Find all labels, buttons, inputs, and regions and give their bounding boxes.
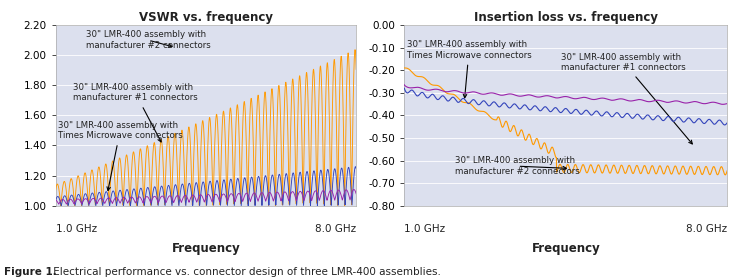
Text: 8.0 GHz: 8.0 GHz: [686, 224, 727, 234]
Text: 30" LMR-400 assembly with
Times Microwave connectors: 30" LMR-400 assembly with Times Microwav…: [58, 121, 183, 190]
Text: 30" LMR-400 assembly with
manufacturer #2 connectors: 30" LMR-400 assembly with manufacturer #…: [455, 157, 580, 176]
Title: VSWR vs. frequency: VSWR vs. frequency: [139, 11, 273, 24]
Text: Figure 1.: Figure 1.: [4, 267, 56, 277]
Text: 8.0 GHz: 8.0 GHz: [315, 224, 356, 234]
Text: 30" LMR-400 assembly with
manufacturer #1 connectors: 30" LMR-400 assembly with manufacturer #…: [561, 53, 692, 144]
Text: 30" LMR-400 assembly with
manufacturer #2 connectors: 30" LMR-400 assembly with manufacturer #…: [85, 30, 211, 50]
Text: Electrical performance vs. connector design of three LMR-400 assemblies.: Electrical performance vs. connector des…: [50, 267, 441, 277]
Text: 1.0 GHz: 1.0 GHz: [404, 224, 445, 234]
Text: Frequency: Frequency: [531, 242, 600, 255]
Text: Frequency: Frequency: [171, 242, 240, 255]
Text: 30" LMR-400 assembly with
Times Microwave connectors: 30" LMR-400 assembly with Times Microwav…: [407, 40, 531, 98]
Text: 30" LMR-400 assembly with
manufacturer #1 connectors: 30" LMR-400 assembly with manufacturer #…: [73, 83, 197, 142]
Title: Insertion loss vs. frequency: Insertion loss vs. frequency: [474, 11, 657, 24]
Text: 1.0 GHz: 1.0 GHz: [56, 224, 96, 234]
